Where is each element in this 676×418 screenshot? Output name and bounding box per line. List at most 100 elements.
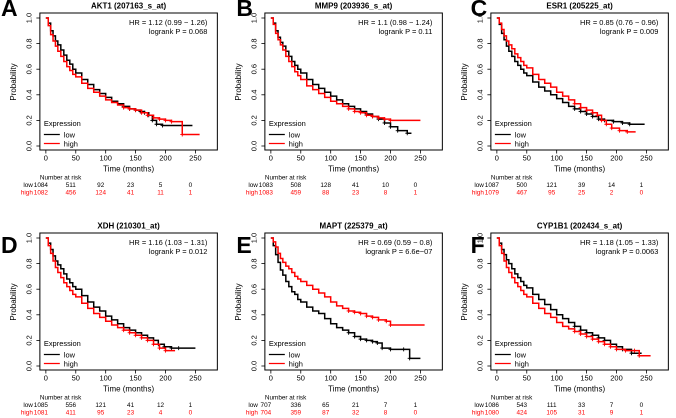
y-tick-label: 0.0	[250, 141, 259, 151]
risk-value-high: 124	[95, 189, 106, 196]
hr-annotation: HR = 0.69 (0.59 − 0.8)	[358, 238, 433, 247]
risk-value-high: 0	[639, 189, 643, 196]
legend-high-label: high	[289, 359, 303, 368]
x-tick-label: 200	[159, 153, 171, 162]
x-axis-label: Time (months)	[328, 164, 379, 173]
x-tick-label: 0	[494, 373, 498, 382]
x-tick-label: 250	[640, 153, 652, 162]
legend-high-label: high	[514, 139, 528, 148]
risk-table-header: Number at risk	[265, 394, 307, 401]
risk-value-high: 411	[66, 409, 77, 416]
plot-box	[39, 12, 218, 151]
risk-value-low: 39	[578, 182, 586, 189]
legend-low-label: low	[64, 350, 76, 359]
x-tick-label: 200	[610, 373, 622, 382]
axes: 0 50 100 150 200 250 0.0 0.2 0.4 0.6 0.8 1.0	[24, 12, 218, 163]
legend-low-label: low	[514, 130, 526, 139]
risk-numbers: 1083 508 128 41 10 0 1083 459 88 23 8 1	[259, 182, 418, 197]
risk-value-high: 1079	[484, 189, 499, 196]
censor-marks-high	[346, 106, 393, 123]
risk-value-high: 4	[159, 409, 163, 416]
risk-value-high: 95	[97, 409, 105, 416]
y-tick-label: 0.2	[24, 335, 33, 345]
risk-value-low: 0	[414, 182, 418, 189]
y-tick-label: 1.0	[250, 233, 259, 243]
y-axis-label: Probability	[234, 63, 243, 100]
hr-annotation: HR = 1.12 (0.99 − 1.26)	[129, 18, 208, 27]
plot-box	[490, 12, 669, 151]
risk-value-low: 1	[639, 182, 643, 189]
expression-legend: Expression low high	[43, 339, 81, 369]
number-at-risk-table: Number at risk low high 1084 511 92 23 5 0 108…	[21, 174, 193, 196]
km-plot: MAPT (225379_at) HR = 0.69 (0.59 − 0.8) …	[234, 221, 444, 417]
number-at-risk-table: Number at risk low high 1087 500 121 39 14 11…	[472, 174, 644, 196]
risk-value-high: 0	[414, 409, 418, 416]
y-tick-label: 1.0	[24, 13, 33, 23]
risk-numbers: 707 336 65 21 7 1 704 359 87 32 8 0	[261, 402, 418, 417]
y-tick-label: 0.4	[475, 90, 484, 100]
risk-numbers: 1087 500 121 39 14 1 1079 467 95 25 2 0	[484, 182, 643, 197]
km-panel-e: E MAPT (225379_at) HR = 0.69 (0.59 − 0.8…	[225, 209, 450, 418]
km-plot: MMP9 (203936_s_at) HR = 1.1 (0.98 − 1.24…	[234, 1, 444, 197]
x-tick-label: 250	[415, 153, 427, 162]
risk-value-high: 9	[609, 409, 613, 416]
x-tick-label: 150	[355, 153, 367, 162]
legend-title: Expression	[44, 339, 81, 348]
risk-value-high: 11	[157, 189, 164, 196]
x-tick-label: 50	[297, 153, 305, 162]
risk-row-label-low: low	[249, 402, 259, 409]
panel-group: AKT1 (207163_s_at) HR = 1.12 (0.99 − 1.2…	[9, 1, 218, 197]
x-tick-label: 100	[550, 153, 562, 162]
km-plot: CYP1B1 (202434_s_at) HR = 1.18 (1.05 − 1…	[460, 221, 669, 417]
logrank-annotation: logrank P = 0.0063	[595, 247, 658, 256]
x-tick-label: 50	[522, 153, 530, 162]
legend-high-label: high	[289, 139, 303, 148]
risk-row-label-low: low	[474, 182, 484, 189]
plot-box	[39, 232, 218, 371]
logrank-annotation: logrank P = 6.6e−07	[366, 247, 433, 256]
y-tick-label: 0.4	[475, 310, 484, 320]
risk-numbers: 1086 543 111 33 7 0 1080 424 105 31 9 1	[484, 402, 643, 417]
risk-value-low: 111	[547, 402, 557, 409]
risk-value-low: 1	[414, 402, 418, 409]
risk-value-high: 0	[189, 409, 193, 416]
risk-value-low: 500	[516, 182, 527, 189]
risk-row-label-low: low	[249, 182, 259, 189]
plot-box	[264, 232, 444, 371]
axes: 0 50 100 150 200 250 0.0 0.2 0.4 0.6 0.8 1.0	[475, 12, 669, 163]
risk-value-high: 25	[578, 189, 586, 196]
survival-curves	[45, 17, 200, 137]
risk-value-low: 1087	[484, 182, 499, 189]
panel-group: CYP1B1 (202434_s_at) HR = 1.18 (1.05 − 1…	[460, 221, 669, 417]
risk-value-high: 1081	[34, 409, 49, 416]
survival-curves	[496, 237, 651, 358]
risk-value-high: 105	[546, 409, 557, 416]
risk-value-low: 41	[127, 402, 135, 409]
risk-value-high: 704	[261, 409, 272, 416]
km-panel-c: C ESR1 (205225_at) HR = 0.85 (0.76 − 0.9…	[451, 0, 676, 209]
plot-title: XDH (210301_at)	[97, 221, 160, 230]
risk-value-low: 23	[127, 182, 135, 189]
survival-curve-high	[496, 237, 651, 357]
km-panel-d: D XDH (210301_at) HR = 1.16 (1.03 − 1.31…	[0, 209, 225, 418]
y-tick-label: 0.4	[250, 90, 259, 100]
x-tick-label: 50	[72, 153, 80, 162]
hr-annotation: HR = 1.16 (1.03 − 1.31)	[129, 238, 208, 247]
x-axis-label: Time (months)	[103, 164, 154, 173]
x-tick-label: 100	[550, 373, 562, 382]
risk-value-low: 556	[65, 402, 76, 409]
risk-table-header: Number at risk	[40, 394, 82, 401]
x-tick-label: 0	[44, 153, 48, 162]
expression-legend: Expression low high	[494, 339, 531, 369]
risk-value-high: 8	[384, 409, 388, 416]
risk-value-low: 1086	[484, 402, 499, 409]
logrank-annotation: logrank P = 0.012	[149, 247, 208, 256]
risk-value-low: 0	[639, 402, 643, 409]
y-axis-label: Probability	[460, 63, 469, 100]
legend-low-label: low	[289, 350, 301, 359]
risk-value-low: 1	[189, 402, 193, 409]
x-tick-label: 250	[189, 153, 201, 162]
x-tick-label: 250	[189, 373, 201, 382]
km-panel-a: A AKT1 (207163_s_at) HR = 1.12 (0.99 − 1…	[0, 0, 225, 209]
